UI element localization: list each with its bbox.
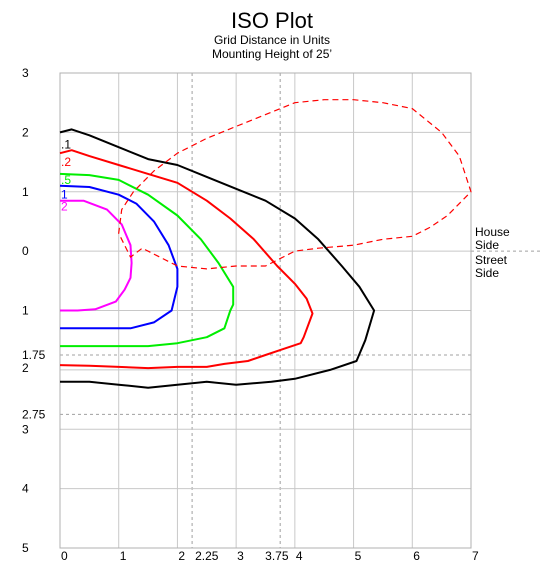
y-tick-label: 1 [22,304,29,318]
y-tick-label: 1 [22,185,29,199]
x-tick-label: 3 [237,549,244,563]
chart-title: ISO Plot [231,8,313,33]
y-tick-label: 3 [22,66,29,80]
x-tick-label: 7 [472,549,479,563]
x-tick-label: 6 [413,549,420,563]
chart-subtitle-2: Mounting Height of 25’ [212,47,332,61]
y-tick-label: 4 [22,482,29,496]
contour-label: .2 [61,155,71,169]
y-tick-label: 2 [22,125,29,139]
contour-label: .1 [61,137,71,151]
contour-line-0 [59,128,376,389]
x-tick-label: 4 [296,549,303,563]
y-tick-label: 5 [22,541,29,555]
y-tick-label: 3 [22,422,29,436]
x-tick-label: 3.75 [265,549,289,563]
x-tick-label: 0 [61,549,68,563]
contour-label: 1 [61,188,68,202]
grid [60,73,541,548]
y-tick-label: 0 [22,244,29,258]
contour-line-5 [118,99,472,270]
street-side-label-line1: Street [475,253,508,267]
x-tick-label: 1 [120,549,127,563]
series-layer [59,99,472,389]
contour-line-1 [59,149,314,370]
x-tick-label: 2 [178,549,185,563]
street-side-label-line2: Side [475,266,499,280]
contour-label: 2 [61,200,68,214]
y-tick-label: 1.75 [22,348,46,362]
contour-label: .5 [61,173,71,187]
contour-line-2 [59,172,235,348]
y-tick-label: 2 [22,361,29,375]
house-side-label-line2: Side [475,238,499,252]
contour-labels: .1 .2 .512 [61,137,71,213]
x-tick-label: 2.25 [195,549,219,563]
contour-line-3 [59,184,179,330]
chart-subtitle-1: Grid Distance in Units [214,33,330,47]
house-side-label-line1: House [475,225,510,239]
x-tick-label: 5 [355,549,362,563]
contour-line-4 [60,199,133,312]
y-tick-label: 2.75 [22,407,46,421]
